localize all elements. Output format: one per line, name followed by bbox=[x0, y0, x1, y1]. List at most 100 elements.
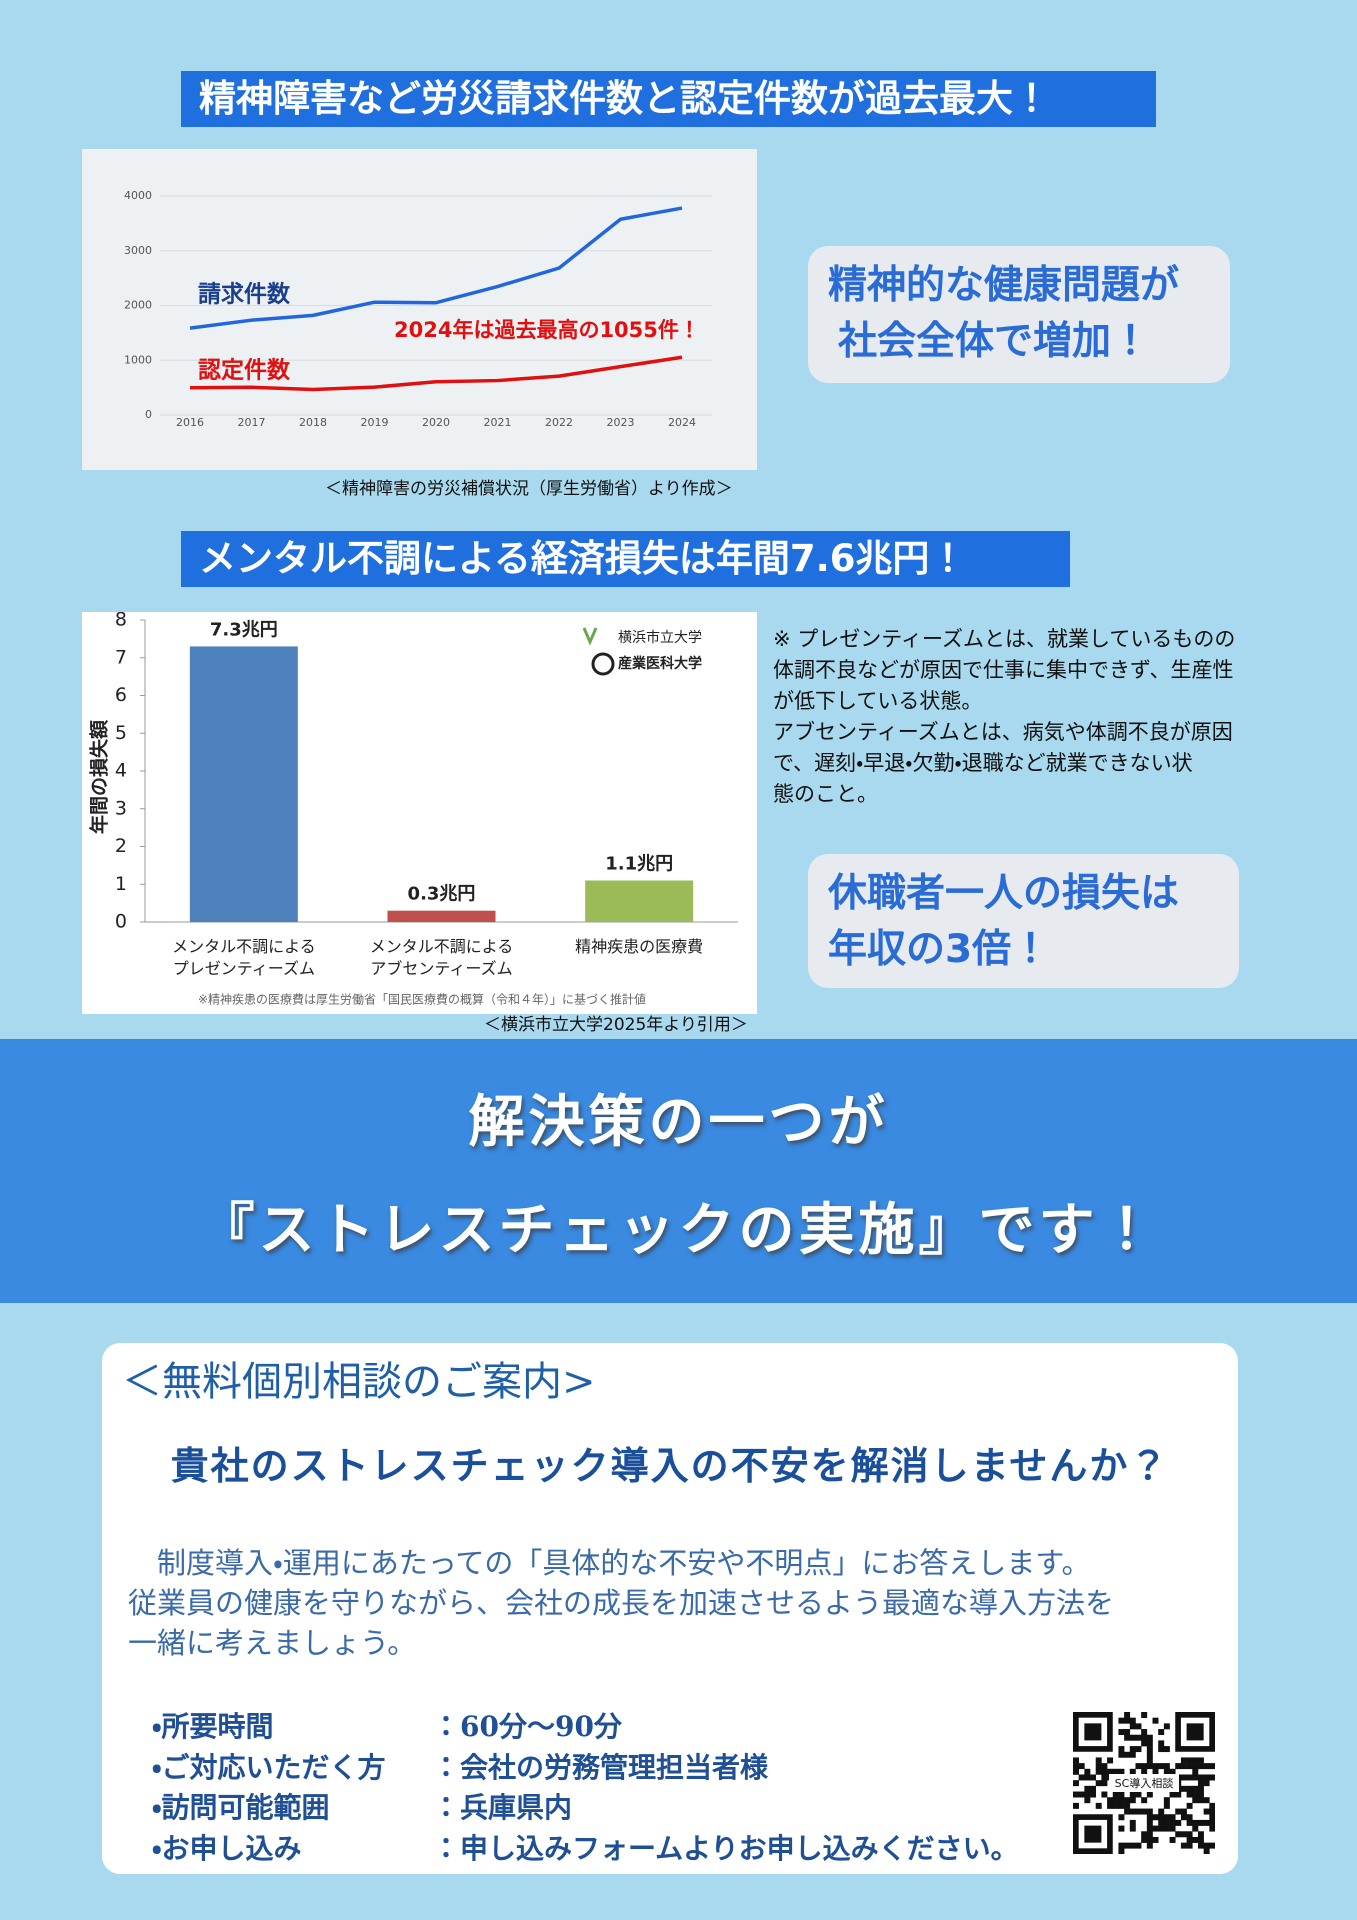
qr-module bbox=[1129, 1842, 1136, 1849]
qr-module bbox=[1146, 1814, 1153, 1821]
qr-module bbox=[1186, 1836, 1193, 1843]
note-line: が低下している状態。 bbox=[773, 689, 983, 713]
qr-module bbox=[1158, 1814, 1165, 1821]
qr-module bbox=[1090, 1785, 1097, 1792]
series-line bbox=[189, 355, 683, 392]
qr-module bbox=[1197, 1757, 1204, 1764]
qr-module bbox=[1135, 1791, 1142, 1798]
qr-code[interactable]: SC導入相談 bbox=[1073, 1712, 1215, 1854]
qr-module bbox=[1186, 1757, 1193, 1764]
qr-module bbox=[1146, 1819, 1153, 1826]
card-title: ＜無料個別相談のご案内> bbox=[122, 1359, 596, 1405]
qr-module bbox=[1135, 1842, 1142, 1849]
qr-module bbox=[1084, 1785, 1091, 1792]
qr-module bbox=[1175, 1791, 1182, 1798]
qr-module bbox=[1192, 1763, 1199, 1770]
logo-mark bbox=[591, 652, 615, 676]
qr-finder bbox=[1084, 1825, 1102, 1843]
bar-chart: 0 1 2 3 4 5 6 7 8 年間の損失額 7.3兆円 0.3兆円 1.1兆円 ※精神疾患の医療費は… bbox=[82, 612, 757, 1014]
qr-module bbox=[1186, 1819, 1193, 1826]
plot-bg bbox=[82, 149, 757, 470]
qr-module bbox=[1135, 1723, 1142, 1730]
qr-module bbox=[1073, 1768, 1079, 1775]
y-tick-label: 0 bbox=[115, 911, 127, 933]
qr-module bbox=[1146, 1751, 1153, 1758]
qr-module bbox=[1163, 1825, 1170, 1832]
qr-module bbox=[1186, 1831, 1193, 1838]
annotation: 2024年は過去最高の1055件！ bbox=[394, 318, 700, 342]
y-tick-label: 8 bbox=[115, 612, 127, 631]
qr-module bbox=[1101, 1768, 1108, 1775]
qr-module bbox=[1192, 1768, 1199, 1775]
qr-module bbox=[1129, 1734, 1136, 1741]
qr-module bbox=[1135, 1746, 1142, 1753]
qr-module bbox=[1197, 1774, 1204, 1781]
qr-module bbox=[1192, 1785, 1199, 1792]
item-label: ・ご対応いただく方 bbox=[152, 1750, 386, 1784]
qr-module bbox=[1169, 1819, 1176, 1826]
qr-module bbox=[1124, 1808, 1131, 1815]
callout-line: 社会全体で増加！ bbox=[838, 319, 1151, 364]
qr-module bbox=[1197, 1836, 1204, 1843]
qr-module bbox=[1146, 1836, 1153, 1843]
qr-module bbox=[1152, 1768, 1159, 1775]
qr-module bbox=[1175, 1831, 1182, 1838]
value-label: 7.3兆円 bbox=[210, 619, 278, 640]
x-tick-label: メンタル不調による プレゼンティーズム bbox=[172, 937, 316, 978]
qr-module bbox=[1073, 1802, 1079, 1809]
qr-module bbox=[1141, 1797, 1148, 1804]
qr-module bbox=[1107, 1768, 1114, 1775]
qr-module bbox=[1118, 1751, 1125, 1758]
qr-module bbox=[1078, 1763, 1085, 1770]
value-label: 0.3兆円 bbox=[408, 884, 476, 905]
qr-module bbox=[1203, 1842, 1210, 1849]
qr-module bbox=[1180, 1842, 1187, 1849]
item-value: ：会社の労務管理担当者様 bbox=[432, 1750, 769, 1784]
y-tick-label: 4 bbox=[115, 760, 127, 782]
qr-module bbox=[1192, 1797, 1199, 1804]
qr-module bbox=[1101, 1763, 1108, 1770]
x-tick-label: 2024 bbox=[668, 416, 696, 429]
qr-module bbox=[1101, 1791, 1108, 1798]
logo-text: 産業医科大学 bbox=[618, 655, 702, 672]
qr-module bbox=[1169, 1825, 1176, 1832]
heading: 精神障害など労災請求件数と認定件数が過去最大！ bbox=[181, 71, 1156, 127]
qr-module bbox=[1146, 1757, 1153, 1764]
qr-label-bg bbox=[1109, 1774, 1179, 1792]
qr-module bbox=[1209, 1842, 1215, 1849]
qr-module bbox=[1146, 1763, 1153, 1770]
qr-module bbox=[1186, 1814, 1193, 1821]
qr-module bbox=[1129, 1717, 1136, 1724]
note-line: で、遅刻・早退・欠勤・退職など就業できない状 bbox=[773, 751, 1193, 775]
series-label: 認定件数 bbox=[198, 357, 291, 384]
qr-module bbox=[1129, 1808, 1136, 1815]
qr-module bbox=[1152, 1814, 1159, 1821]
qr-module bbox=[1129, 1797, 1136, 1804]
note: ※ プレゼンティーズムとは、就業しているものの 体調不良などが原因で仕事に集中でき… bbox=[773, 624, 1235, 810]
qr-module bbox=[1169, 1836, 1176, 1843]
qr-module bbox=[1209, 1802, 1215, 1809]
item-label: ・所要時間 bbox=[152, 1710, 274, 1743]
qr-module bbox=[1158, 1819, 1165, 1826]
qr-module bbox=[1180, 1831, 1187, 1838]
qr-module bbox=[1124, 1842, 1131, 1849]
qr-module bbox=[1192, 1819, 1199, 1826]
qr-module bbox=[1203, 1763, 1210, 1770]
qr-module bbox=[1186, 1785, 1193, 1792]
source: ＜精神障害の労災補償状況（厚生労働省）より作成＞ bbox=[325, 479, 733, 499]
qr-module bbox=[1141, 1836, 1148, 1843]
qr-module bbox=[1141, 1763, 1148, 1770]
source: ＜横浜市立大学2025年より引用＞ bbox=[484, 1015, 748, 1035]
qr-module bbox=[1192, 1836, 1199, 1843]
qr-module bbox=[1124, 1751, 1131, 1758]
qr-module bbox=[1209, 1825, 1215, 1832]
qr-module bbox=[1169, 1814, 1176, 1821]
qr-module bbox=[1101, 1774, 1108, 1781]
qr-module bbox=[1169, 1768, 1176, 1775]
qr-module bbox=[1135, 1808, 1142, 1815]
x-tick-label: 2022 bbox=[545, 416, 573, 429]
qr-module bbox=[1146, 1842, 1153, 1849]
qr-module bbox=[1141, 1831, 1148, 1838]
qr-module bbox=[1135, 1734, 1142, 1741]
qr-module bbox=[1124, 1729, 1131, 1736]
